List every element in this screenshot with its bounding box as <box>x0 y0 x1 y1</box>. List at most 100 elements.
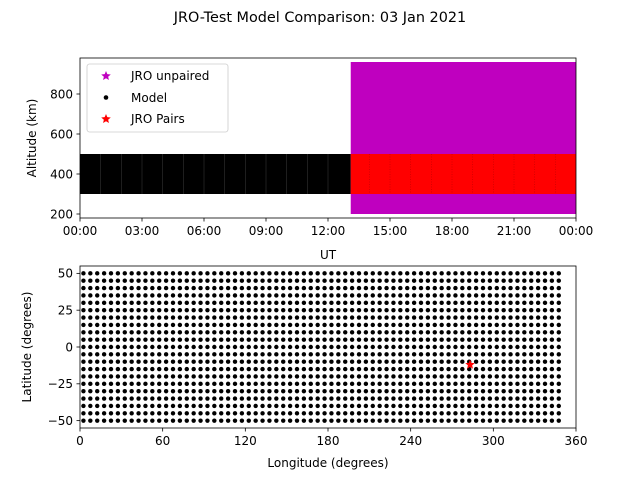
model-point <box>212 322 217 328</box>
model-point <box>294 271 300 276</box>
model-point <box>446 381 451 387</box>
model-point <box>432 337 437 342</box>
model-point <box>556 352 561 357</box>
model-point <box>225 278 231 283</box>
model-point <box>384 381 389 387</box>
model-point <box>232 278 238 283</box>
model-point <box>184 307 189 313</box>
model-point <box>549 388 555 394</box>
model-point <box>239 352 245 357</box>
model-point <box>267 285 272 291</box>
model-point <box>308 418 313 423</box>
model-point <box>425 396 431 401</box>
model-point <box>81 300 86 306</box>
model-point <box>370 293 375 298</box>
model-point <box>432 271 437 276</box>
model-point <box>88 330 93 335</box>
model-point <box>398 366 403 372</box>
model-point <box>398 300 403 306</box>
model-point <box>219 396 224 401</box>
model-point <box>101 330 107 335</box>
model-point <box>191 322 196 328</box>
model-point <box>281 322 286 328</box>
model-point <box>556 293 561 298</box>
model-point <box>343 396 348 401</box>
model-point <box>267 352 272 357</box>
model-point <box>405 411 410 416</box>
model-point <box>88 322 93 328</box>
model-point <box>267 337 272 342</box>
model-point <box>391 300 396 306</box>
model-point <box>418 374 424 379</box>
model-point <box>225 285 231 291</box>
model-point <box>198 374 203 379</box>
model-point <box>515 285 520 291</box>
model-point <box>301 330 307 335</box>
model-point <box>157 374 162 379</box>
model-point <box>384 315 389 320</box>
model-point <box>453 352 458 357</box>
model-point <box>494 271 499 276</box>
model-point <box>232 285 238 291</box>
model-point <box>239 381 245 387</box>
model-point <box>322 388 327 394</box>
model-point <box>336 278 341 283</box>
model-point <box>480 285 486 291</box>
model-point <box>177 337 183 342</box>
model-point <box>535 381 541 387</box>
model-point <box>405 337 410 342</box>
model-point <box>391 307 396 313</box>
model-point <box>336 307 341 313</box>
model-point <box>391 374 396 379</box>
model-point <box>398 330 403 335</box>
model-point <box>418 418 424 423</box>
model-point <box>191 403 196 409</box>
model-point <box>253 271 258 276</box>
model-point <box>88 337 93 342</box>
model-point <box>287 403 293 409</box>
model-point <box>460 330 465 335</box>
model-point <box>418 278 424 283</box>
model-point <box>542 322 548 328</box>
model-point <box>556 278 561 283</box>
model-point <box>446 359 451 364</box>
model-point <box>108 315 114 320</box>
model-point <box>356 396 362 401</box>
model-point <box>101 352 107 357</box>
model-point <box>170 300 176 306</box>
model-point <box>322 271 327 276</box>
model-point <box>529 271 534 276</box>
model-point <box>301 381 307 387</box>
model-point <box>343 278 348 283</box>
model-point <box>301 344 307 350</box>
model-point <box>515 418 520 423</box>
model-point <box>205 352 210 357</box>
model-point <box>391 366 396 372</box>
model-point <box>88 300 93 306</box>
model-point <box>480 271 486 276</box>
model-point <box>274 307 279 313</box>
model-point <box>549 337 555 342</box>
model-point <box>494 403 499 409</box>
model-point <box>122 337 127 342</box>
model-point <box>446 337 451 342</box>
latitude-tick-label: −50 <box>48 414 73 428</box>
model-point <box>515 352 520 357</box>
model-point <box>391 352 396 357</box>
model-point <box>336 359 341 364</box>
model-point <box>163 381 169 387</box>
model-point <box>95 388 100 394</box>
model-point <box>315 374 320 379</box>
model-point <box>170 293 176 298</box>
model-point <box>212 359 217 364</box>
model-point <box>405 418 410 423</box>
model-point <box>363 307 369 313</box>
model-point <box>88 344 93 350</box>
model-point <box>343 366 348 372</box>
model-point <box>494 344 499 350</box>
model-point <box>225 307 231 313</box>
model-point <box>349 418 355 423</box>
model-point <box>549 293 555 298</box>
model-point <box>535 411 541 416</box>
model-point <box>170 411 176 416</box>
